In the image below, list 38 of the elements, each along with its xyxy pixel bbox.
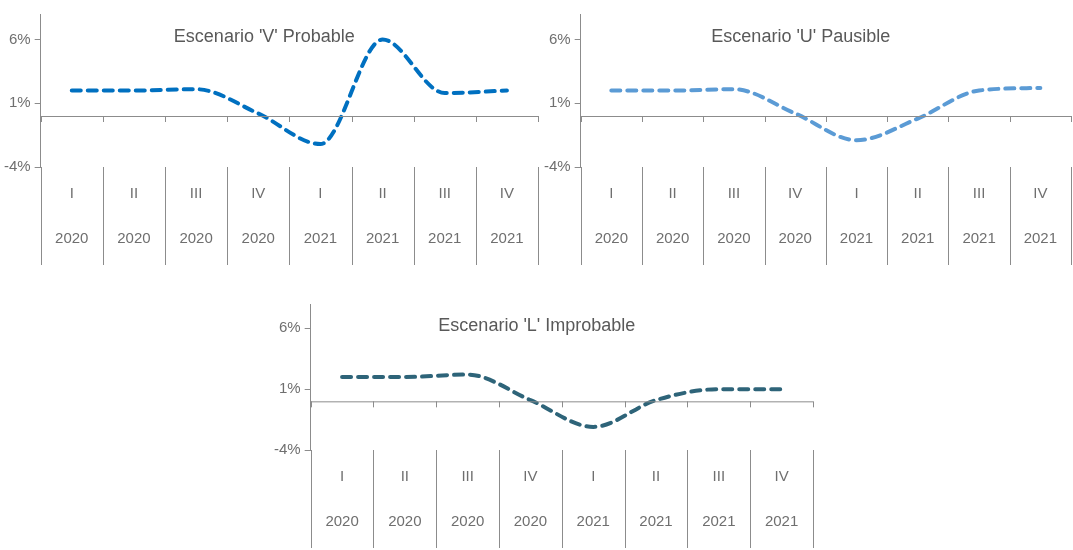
y-tick-label: -4% [3,157,31,175]
category-label: III 2020 [450,466,485,529]
y-tick-label: 6% [548,29,571,47]
category-label: III 2021 [962,183,996,246]
category-label: II 2020 [655,183,690,246]
text: Escenario 'U' Pausible [711,26,891,47]
category-label: II 2021 [365,183,400,246]
category-label: III 2020 [717,183,751,246]
category-label: I 2021 [839,183,874,246]
y-tick-label: 1% [8,93,31,111]
y-tick-label: 1% [278,379,301,397]
y-tick-label: 6% [8,29,31,47]
category-label: I 2020 [325,466,359,529]
category-label: II 2020 [117,183,151,246]
y-tick-label: -4% [273,440,301,458]
category-label: I 2021 [576,466,610,529]
category-label: I 2020 [594,183,629,246]
line-series [609,85,1043,143]
category-label: III 2021 [428,183,462,246]
category-label: IV 2020 [241,183,275,246]
category-label: II 2021 [901,183,935,246]
category-label: IV 2020 [513,466,548,529]
y-tick-label: 1% [548,93,571,111]
category-label: II 2021 [639,466,673,529]
category-label: IV 2021 [1023,183,1058,246]
category-label: III 2021 [702,466,736,529]
y-tick-label: -4% [543,157,571,175]
category-label: IV 2021 [764,466,799,529]
category-label: II 2020 [388,466,422,529]
category-label: IV 2020 [778,183,812,246]
category-label: I 2020 [55,183,89,246]
category-label: III 2020 [179,183,213,246]
category-label: I 2021 [303,183,338,246]
text: Escenario 'L' Improbable [438,315,636,336]
line-series [340,372,784,429]
category-label: IV 2021 [490,183,524,246]
text: Escenario 'V' Probable [173,26,355,47]
y-tick-label: 6% [278,318,301,336]
